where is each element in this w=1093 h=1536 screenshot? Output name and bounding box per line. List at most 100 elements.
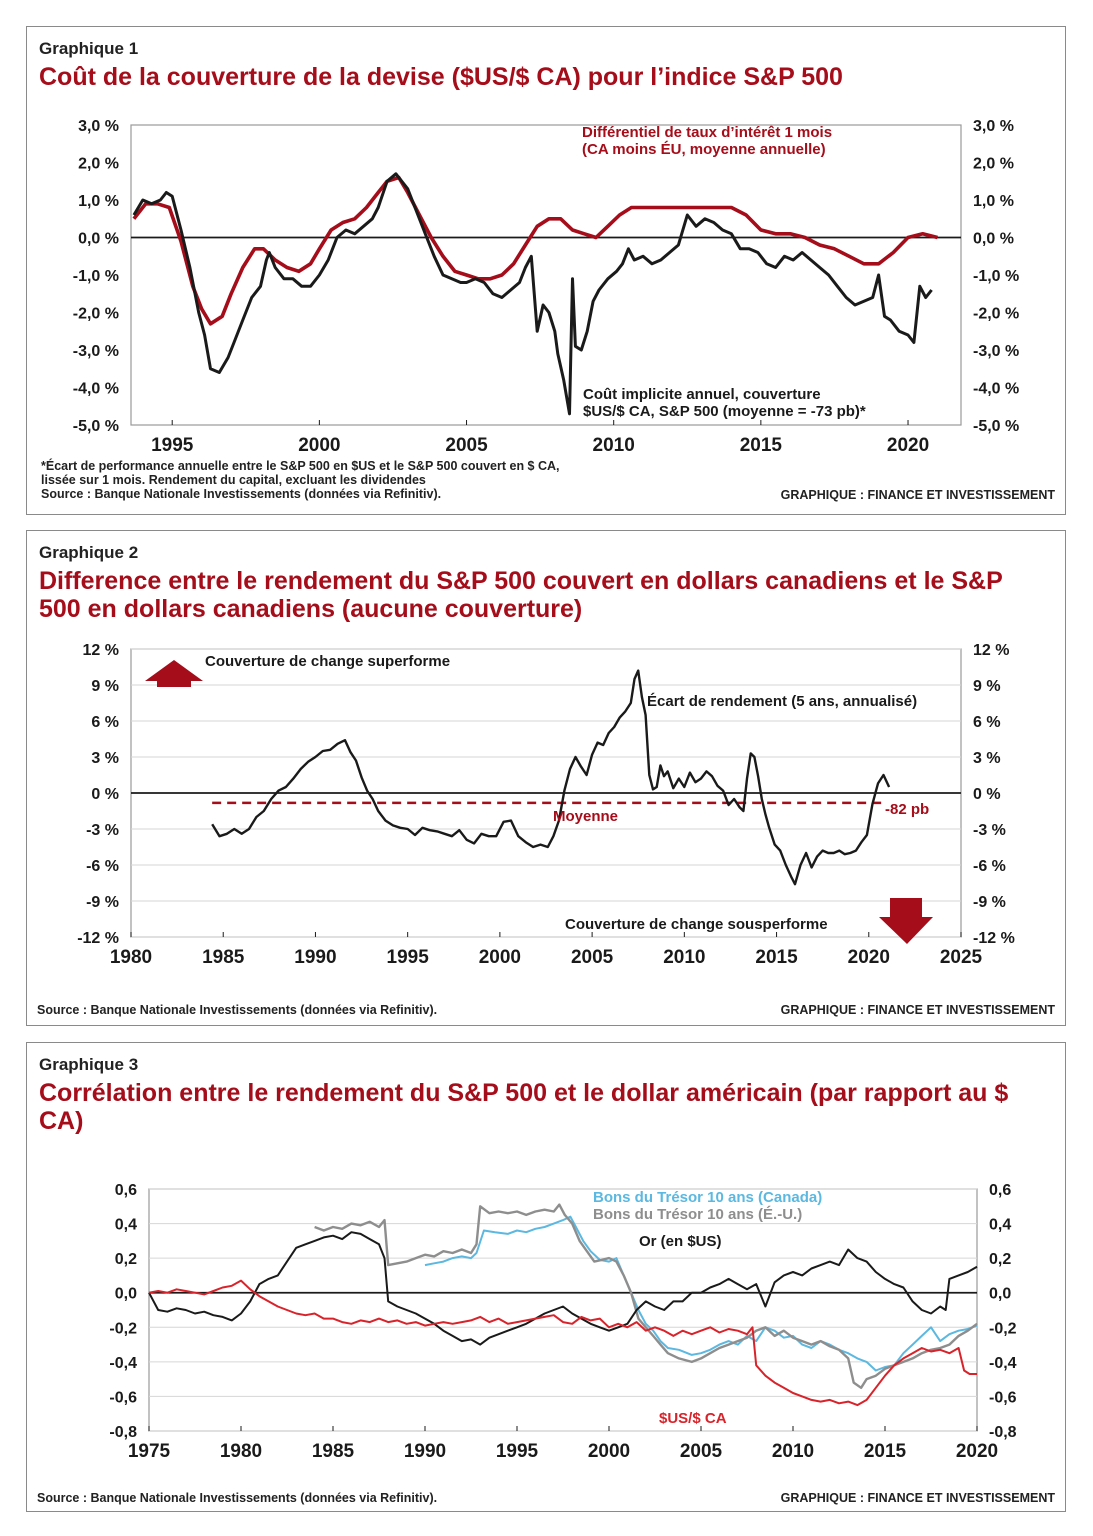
y-tick-label-left: 0,0 (115, 1286, 137, 1303)
series-label-implicit-2: $US/$ CA, S&P 500 (moyenne = -73 pb)* (583, 403, 866, 420)
y-tick-label-left: 0 % (91, 786, 119, 803)
chart-credit: GRAPHIQUE : FINANCE ET INVESTISSEMENT (780, 1003, 1055, 1017)
y-tick-label-left: 0,0 % (78, 231, 119, 248)
series-label-usdcad: $US/$ CA (659, 1410, 727, 1427)
y-tick-label-left: 9 % (91, 678, 119, 695)
y-tick-label-left: -9 % (86, 894, 119, 911)
y-tick-label-left: 3 % (91, 750, 119, 767)
y-tick-label-left: -3,0 % (73, 343, 119, 360)
y-tick-label-right: -0,2 (989, 1320, 1017, 1337)
y-tick-label-right: 6 % (973, 714, 1001, 731)
y-tick-label-right: -6 % (973, 858, 1006, 875)
x-tick-label: 1980 (110, 947, 152, 968)
y-tick-label-right: -5,0 % (973, 418, 1019, 435)
series-label-implicit-1: Coût implicite annuel, couverture (583, 386, 821, 403)
arrow-up-label: Couverture de change superforme (205, 653, 450, 670)
average-label: Moyenne (553, 808, 618, 825)
y-tick-label-right: -1,0 % (973, 268, 1019, 285)
y-tick-label-left: -0,6 (109, 1389, 137, 1406)
x-tick-label: 1990 (294, 947, 336, 968)
y-tick-label-right: 1,0 % (973, 193, 1014, 210)
chart-number: Graphique 1 (39, 39, 139, 58)
plot-frame (130, 124, 962, 426)
chart-1-svg: 3,0 % 3,0 % 2,0 % 2,0 % 1,0 % 1,0 % 0,0 % 0,0 %… (73, 118, 1020, 452)
series-line-2 (314, 1203, 978, 1389)
chart-title: Difference entre le rendement du S&P 500… (39, 567, 1003, 623)
x-tick-label: 1985 (202, 947, 245, 968)
x-tick-label: 2000 (588, 1441, 630, 1462)
y-tick-label-right: -3 % (973, 822, 1006, 839)
chart-credit: GRAPHIQUE : FINANCE ET INVESTISSEMENT (780, 488, 1055, 502)
series-line-1 (424, 1215, 978, 1372)
y-tick-label-right: 0,0 % (973, 231, 1014, 248)
x-tick-label: 1995 (151, 435, 194, 452)
series-line-2 (132, 172, 933, 416)
y-tick-label-right: -0,4 (989, 1355, 1017, 1372)
x-tick-label: 1990 (404, 1441, 446, 1462)
chart-panel-3: Graphique 3 Corrélation entre le rendeme… (26, 1042, 1066, 1512)
y-tick-label-right: -9 % (973, 894, 1006, 911)
y-tick-label-left: -0,8 (109, 1424, 137, 1441)
chart-credit: GRAPHIQUE : FINANCE ET INVESTISSEMENT (780, 1491, 1055, 1505)
x-tick-label: 2025 (940, 947, 983, 968)
y-tick-label-right: 0,4 (989, 1217, 1011, 1234)
arrow-down-label: Couverture de change sousperforme (565, 916, 828, 933)
x-tick-label: 1995 (496, 1441, 539, 1462)
y-tick-label-left: -0,4 (109, 1355, 137, 1372)
chart-note-2: lissée sur 1 mois. Rendement du capital,… (41, 473, 426, 487)
x-tick-label: 1980 (220, 1441, 262, 1462)
y-tick-label-left: 0,2 (115, 1251, 137, 1268)
y-tick-label-right: 3,0 % (973, 118, 1014, 135)
y-tick-label-right: 9 % (973, 678, 1001, 695)
series-label: Écart de rendement (5 ans, annualisé) (647, 693, 917, 710)
y-tick-label-right: 12 % (973, 642, 1009, 659)
y-tick-label-left: 2,0 % (78, 156, 119, 173)
y-tick-label-left: -12 % (77, 930, 119, 947)
y-tick-label-right: 0,2 (989, 1251, 1011, 1268)
average-value-label: -82 pb (885, 801, 929, 818)
x-tick-label: 2000 (298, 435, 340, 452)
series-label-us-bonds: Bons du Trésor 10 ans (É.-U.) (593, 1206, 802, 1223)
chart-panel-2: Graphique 2 Difference entre le rendemen… (26, 530, 1066, 1026)
x-tick-label: 2005 (445, 435, 488, 452)
x-tick-label: 2010 (663, 947, 705, 968)
y-tick-label-right: -3,0 % (973, 343, 1019, 360)
chart-source: Source : Banque Nationale Investissement… (37, 1003, 438, 1017)
y-tick-label-left: -5,0 % (73, 418, 119, 435)
chart-panel-1: Graphique 1 Coût de la couverture de la … (26, 26, 1066, 515)
y-tick-label-left: 0,4 (115, 1217, 137, 1234)
y-tick-label-right: -0,8 (989, 1424, 1017, 1441)
series-line-4 (148, 1279, 977, 1407)
y-tick-label-right: 3 % (973, 750, 1001, 767)
series-label-canada-bonds: Bons du Trésor 10 ans (Canada) (593, 1189, 822, 1206)
series-line-3 (148, 1231, 978, 1346)
x-tick-label: 2010 (593, 435, 635, 452)
y-tick-label-left: 3,0 % (78, 118, 119, 135)
x-tick-label: 2015 (864, 1441, 907, 1462)
series-line-1 (132, 175, 938, 326)
series-label-differential-1: Différentiel de taux d’intérêt 1 mois (582, 124, 832, 141)
chart-source: Source : Banque Nationale Investissement… (41, 487, 442, 501)
x-tick-label: 1975 (128, 1441, 171, 1462)
y-tick-label-right: 0,0 (989, 1286, 1011, 1303)
y-tick-label-left: -4,0 % (73, 381, 119, 398)
x-tick-label: 1985 (312, 1441, 355, 1462)
x-tick-label: 2005 (680, 1441, 723, 1462)
plot-frame (148, 1188, 978, 1432)
y-tick-label-left: -2,0 % (73, 306, 119, 323)
chart-title: Coût de la couverture de la devise ($US/… (39, 63, 843, 91)
y-tick-label-right: -4,0 % (973, 381, 1019, 398)
y-tick-label-right: 0 % (973, 786, 1001, 803)
y-tick-label-right: -0,6 (989, 1389, 1017, 1406)
x-tick-label: 2000 (479, 947, 521, 968)
x-tick-label: 2020 (887, 435, 929, 452)
y-tick-label-left: -1,0 % (73, 268, 119, 285)
chart-3-svg: 0,6 0,6 0,4 0,4 0,2 0,2 0,0 0,0 -0,2 -0,2 -0,4 -0,4… (109, 1182, 1017, 1462)
y-tick-label-left: -6 % (86, 858, 119, 875)
x-tick-label: 2020 (848, 947, 890, 968)
x-tick-label: 2015 (755, 947, 798, 968)
chart-number: Graphique 3 (39, 1055, 139, 1074)
arrow-down-icon (879, 898, 933, 944)
chart-source: Source : Banque Nationale Investissement… (37, 1491, 438, 1505)
y-tick-label-right: -12 % (973, 930, 1015, 947)
